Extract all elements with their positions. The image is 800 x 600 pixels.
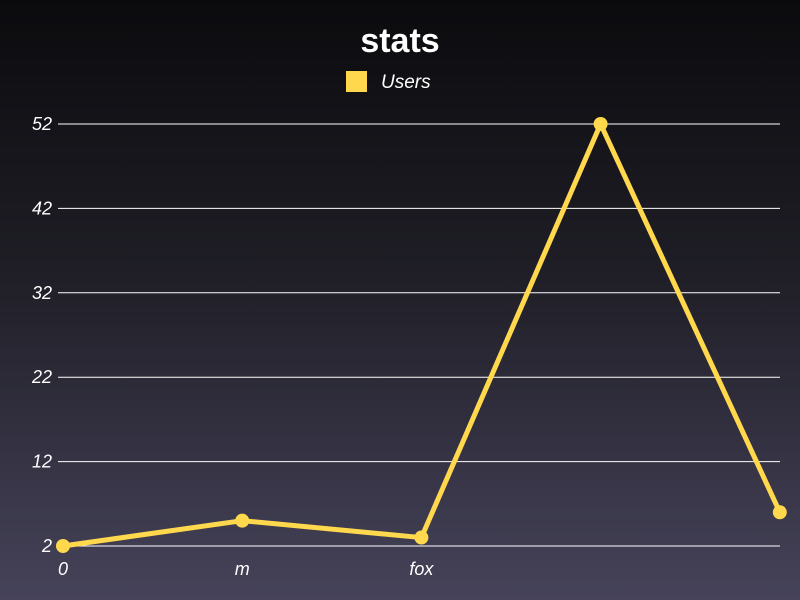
x-tick-label-2: fox [409, 559, 434, 579]
x-axis-ticks: 0 m fox [58, 559, 434, 579]
legend-label-users: Users [381, 72, 431, 93]
y-tick-label-3: 32 [32, 283, 52, 303]
data-point-3 [593, 117, 608, 131]
y-tick-label-5: 52 [32, 114, 52, 134]
data-point-2 [414, 530, 429, 545]
y-axis-ticks: 2 12 22 32 42 52 [31, 114, 52, 556]
chart-title: stats [360, 22, 439, 60]
y-tick-label-4: 42 [32, 198, 52, 218]
series-users [56, 117, 787, 553]
x-tick-label-0: 0 [58, 559, 68, 579]
y-tick-label-1: 12 [32, 452, 52, 472]
legend: Users [346, 71, 431, 93]
legend-swatch-users [346, 71, 367, 92]
data-point-4 [772, 505, 787, 520]
y-tick-label-2: 22 [31, 367, 52, 387]
x-tick-label-1: m [235, 559, 250, 579]
series-line-users [60, 121, 783, 549]
data-point-1 [235, 513, 250, 528]
y-tick-label-0: 2 [41, 536, 52, 556]
gridlines [58, 123, 780, 547]
data-point-0 [56, 539, 70, 553]
